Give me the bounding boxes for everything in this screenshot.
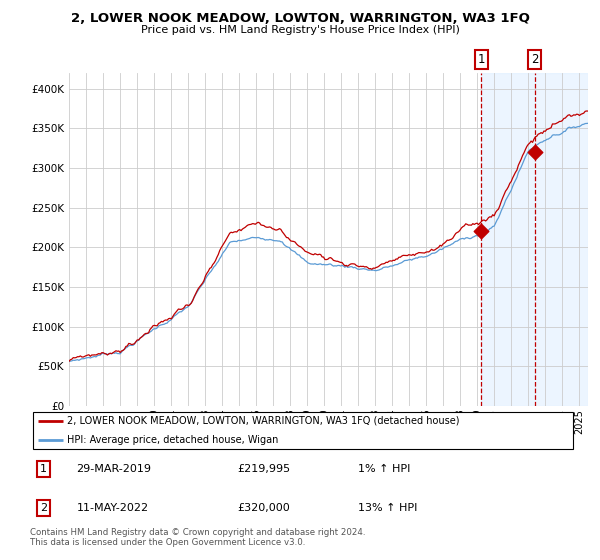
Text: 2: 2 <box>40 503 47 513</box>
Text: Contains HM Land Registry data © Crown copyright and database right 2024.
This d: Contains HM Land Registry data © Crown c… <box>30 528 365 547</box>
Text: 1: 1 <box>478 53 485 66</box>
Text: Price paid vs. HM Land Registry's House Price Index (HPI): Price paid vs. HM Land Registry's House … <box>140 25 460 35</box>
Text: £320,000: £320,000 <box>238 503 290 513</box>
Text: 11-MAY-2022: 11-MAY-2022 <box>76 503 149 513</box>
Bar <box>481 73 588 406</box>
Text: £219,995: £219,995 <box>238 464 290 474</box>
Text: 13% ↑ HPI: 13% ↑ HPI <box>358 503 417 513</box>
Text: HPI: Average price, detached house, Wigan: HPI: Average price, detached house, Wiga… <box>67 435 278 445</box>
Text: 2, LOWER NOOK MEADOW, LOWTON, WARRINGTON, WA3 1FQ (detached house): 2, LOWER NOOK MEADOW, LOWTON, WARRINGTON… <box>67 416 460 426</box>
Text: 2, LOWER NOOK MEADOW, LOWTON, WARRINGTON, WA3 1FQ: 2, LOWER NOOK MEADOW, LOWTON, WARRINGTON… <box>71 12 529 25</box>
Text: 2: 2 <box>531 53 538 66</box>
Point <box>530 148 539 157</box>
FancyBboxPatch shape <box>33 413 573 449</box>
Text: 1: 1 <box>40 464 47 474</box>
Text: 1% ↑ HPI: 1% ↑ HPI <box>358 464 410 474</box>
Text: 29-MAR-2019: 29-MAR-2019 <box>76 464 151 474</box>
Point <box>476 227 486 236</box>
